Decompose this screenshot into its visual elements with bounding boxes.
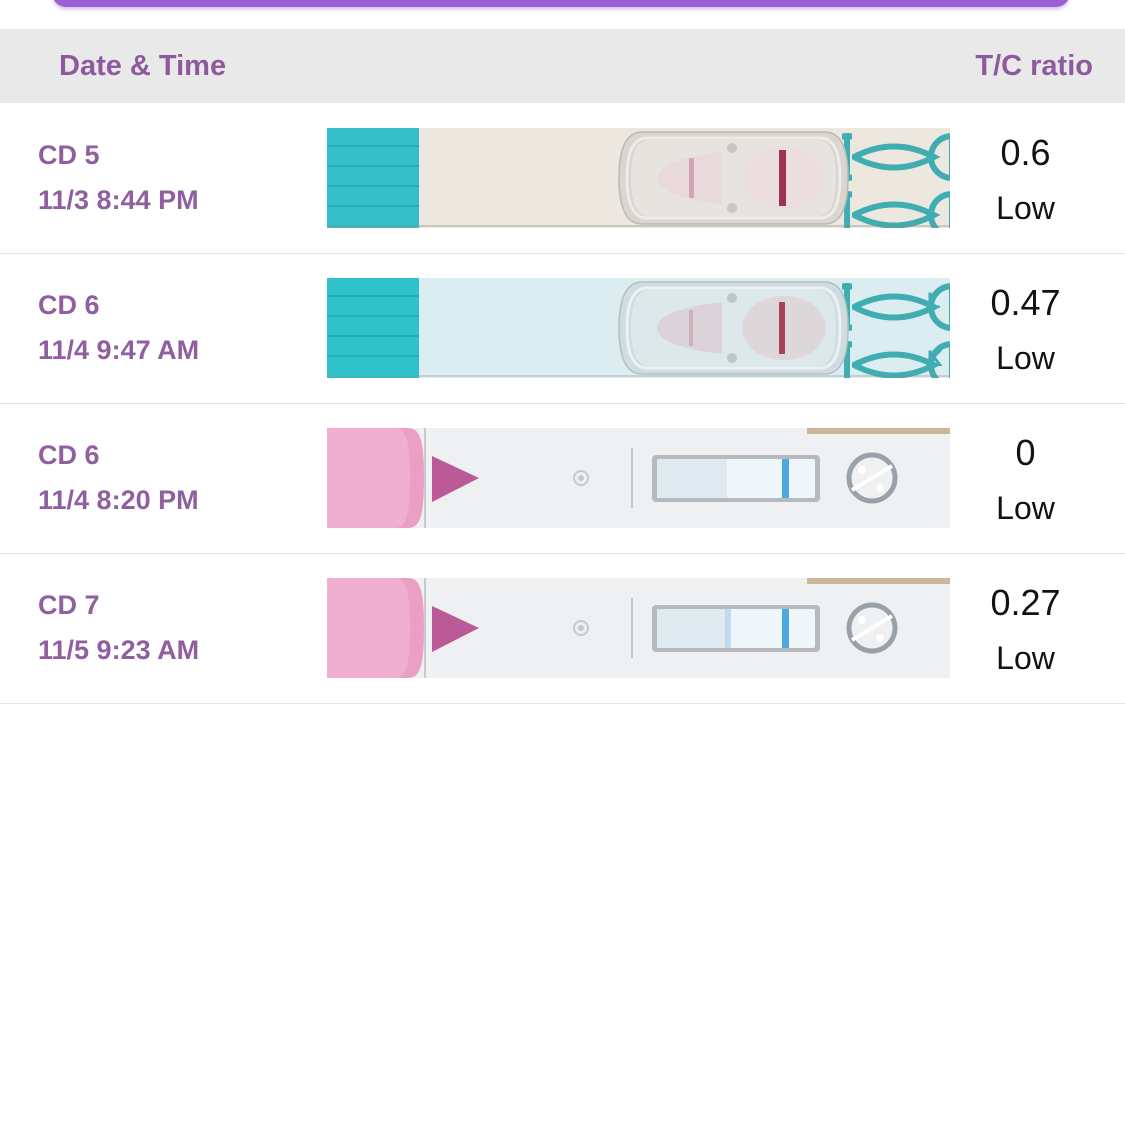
- svg-text:L: L: [927, 288, 940, 313]
- svg-text:K: K: [927, 346, 943, 371]
